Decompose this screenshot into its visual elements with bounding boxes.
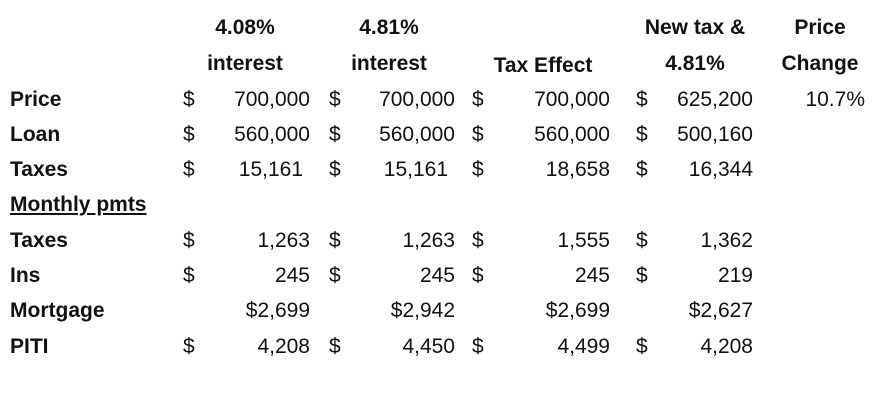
monthly-taxes-col4: 1,362 xyxy=(700,229,753,252)
taxes-col1: 15,161 xyxy=(238,158,303,181)
monthly-taxes-col1: 1,263 xyxy=(257,229,310,252)
row-label-mortgage: Mortgage xyxy=(10,299,105,322)
currency-symbol: $ xyxy=(183,158,195,181)
mortgage-col1: $2,699 xyxy=(245,299,310,322)
currency-symbol: $ xyxy=(636,264,648,287)
ins-col1: 245 xyxy=(274,264,310,287)
monthly-taxes-col3: 1,555 xyxy=(557,229,610,252)
price-col3: 700,000 xyxy=(534,88,610,111)
loan-col2: 560,000 xyxy=(379,123,455,146)
price-change: 10.7% xyxy=(805,88,865,111)
piti-col3: 4,499 xyxy=(557,335,610,358)
currency-symbol: $ xyxy=(183,229,195,252)
currency-symbol: $ xyxy=(183,123,195,146)
loan-col1: 560,000 xyxy=(234,123,310,146)
currency-symbol: $ xyxy=(329,88,341,111)
currency-symbol: $ xyxy=(472,335,484,358)
price-col1: 700,000 xyxy=(234,88,310,111)
price-col2: 700,000 xyxy=(379,88,455,111)
ins-col3: 245 xyxy=(574,264,610,287)
currency-symbol: $ xyxy=(183,335,195,358)
taxes-col3: 18,658 xyxy=(545,158,610,181)
currency-symbol: $ xyxy=(472,229,484,252)
mortgage-col3: $2,699 xyxy=(545,299,610,322)
mortgage-col4: $2,627 xyxy=(688,299,753,322)
currency-symbol: $ xyxy=(472,88,484,111)
header-col5-line1: Price xyxy=(794,16,846,39)
currency-symbol: $ xyxy=(329,229,341,252)
currency-symbol: $ xyxy=(329,335,341,358)
currency-symbol: $ xyxy=(329,264,341,287)
ins-col4: 219 xyxy=(717,264,753,287)
row-label-piti: PITI xyxy=(10,335,49,358)
header-col1-line2: interest xyxy=(207,52,283,75)
currency-symbol: $ xyxy=(472,123,484,146)
currency-symbol: $ xyxy=(472,158,484,181)
currency-symbol: $ xyxy=(472,264,484,287)
currency-symbol: $ xyxy=(329,123,341,146)
header-col4-line1: New tax & xyxy=(644,16,746,39)
piti-col2: 4,450 xyxy=(402,335,455,358)
currency-symbol: $ xyxy=(183,88,195,111)
header-col5-line2: Change xyxy=(781,52,859,75)
price-col4: 625,200 xyxy=(677,88,753,111)
mortgage-col2: $2,942 xyxy=(390,299,455,322)
currency-symbol: $ xyxy=(183,264,195,287)
loan-col3: 560,000 xyxy=(534,123,610,146)
row-label-taxes: Taxes xyxy=(10,158,68,181)
currency-symbol: $ xyxy=(636,88,648,111)
header-col4-line2: 4.81% xyxy=(665,52,725,75)
header-col1-line1: 4.08% xyxy=(215,16,275,39)
piti-col1: 4,208 xyxy=(257,335,310,358)
header-col2-line1: 4.81% xyxy=(359,16,419,39)
row-label-price: Price xyxy=(10,88,62,111)
currency-symbol: $ xyxy=(636,158,648,181)
currency-symbol: $ xyxy=(636,335,648,358)
currency-symbol: $ xyxy=(636,229,648,252)
row-label-loan: Loan xyxy=(10,123,61,146)
piti-col4: 4,208 xyxy=(700,335,753,358)
header-col2-line2: interest xyxy=(351,52,427,75)
loan-col4: 500,160 xyxy=(677,123,753,146)
currency-symbol: $ xyxy=(636,123,648,146)
monthly-taxes-col2: 1,263 xyxy=(402,229,455,252)
section-monthly-pmts: Monthly pmts xyxy=(10,193,147,216)
currency-symbol: $ xyxy=(329,158,341,181)
row-label-monthly-taxes: Taxes xyxy=(10,229,68,252)
header-col3-line2: Tax Effect xyxy=(493,54,593,77)
ins-col2: 245 xyxy=(419,264,455,287)
row-label-ins: Ins xyxy=(10,264,41,287)
taxes-col2: 15,161 xyxy=(383,158,448,181)
taxes-col4: 16,344 xyxy=(688,158,753,181)
